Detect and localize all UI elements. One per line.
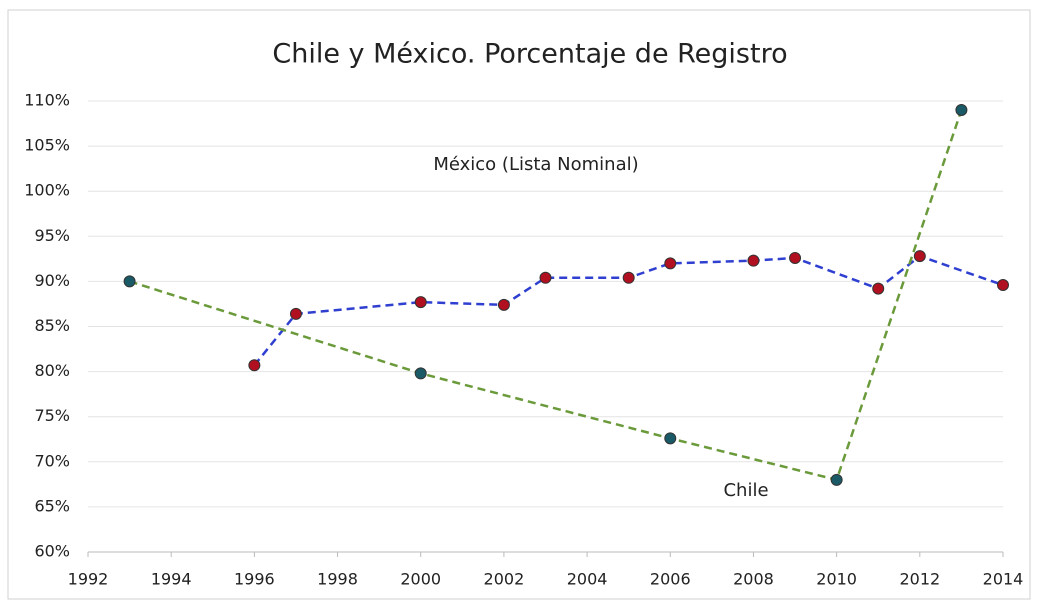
- data-point: [997, 279, 1009, 292]
- x-tick-label: 1992: [68, 570, 109, 589]
- y-tick-label: 95%: [34, 226, 70, 245]
- y-tick-label: 70%: [34, 451, 70, 470]
- data-point: [872, 282, 885, 295]
- x-tick-label: 1998: [317, 570, 358, 589]
- series-label: Chile: [723, 480, 768, 501]
- y-tick-label: 90%: [34, 271, 70, 290]
- x-tick-label: 2006: [650, 570, 691, 589]
- x-tick-label: 2000: [400, 570, 441, 589]
- x-tick-label: 2014: [983, 570, 1024, 589]
- x-tick-label: 2004: [567, 570, 608, 589]
- chart-title: Chile y México. Porcentaje de Registro: [272, 39, 787, 70]
- data-point: [664, 257, 677, 270]
- x-tick-label: 1994: [151, 570, 192, 589]
- x-tick-label: 2002: [484, 570, 525, 589]
- data-point: [747, 254, 760, 267]
- data-point: [414, 367, 427, 380]
- data-point: [289, 307, 302, 320]
- y-tick-label: 80%: [34, 361, 70, 380]
- y-tick-label: 65%: [34, 496, 70, 515]
- x-tick-label: 2008: [733, 570, 774, 589]
- data-point: [789, 251, 802, 264]
- x-tick-label: 2010: [816, 570, 857, 589]
- x-tick-label: 1996: [234, 570, 275, 589]
- series-line: [253, 254, 1004, 367]
- data-point: [913, 250, 926, 263]
- y-tick-label: 75%: [34, 406, 70, 425]
- data-point: [622, 271, 635, 284]
- data-point: [123, 275, 136, 288]
- y-tick-label: 85%: [34, 316, 70, 335]
- data-point: [497, 298, 510, 311]
- data-point: [955, 104, 968, 117]
- data-point: [830, 473, 843, 486]
- chart-frame: [7, 9, 1031, 600]
- y-tick-label: 105%: [24, 136, 70, 155]
- series-label: México (Lista Nominal): [433, 154, 638, 175]
- y-tick-label: 100%: [24, 181, 70, 200]
- data-point: [539, 271, 552, 284]
- data-point: [248, 359, 261, 372]
- y-tick-label: 110%: [24, 91, 70, 110]
- y-tick-label: 60%: [34, 542, 70, 561]
- data-point: [414, 296, 427, 309]
- x-tick-label: 2012: [899, 570, 940, 589]
- data-point: [664, 432, 677, 445]
